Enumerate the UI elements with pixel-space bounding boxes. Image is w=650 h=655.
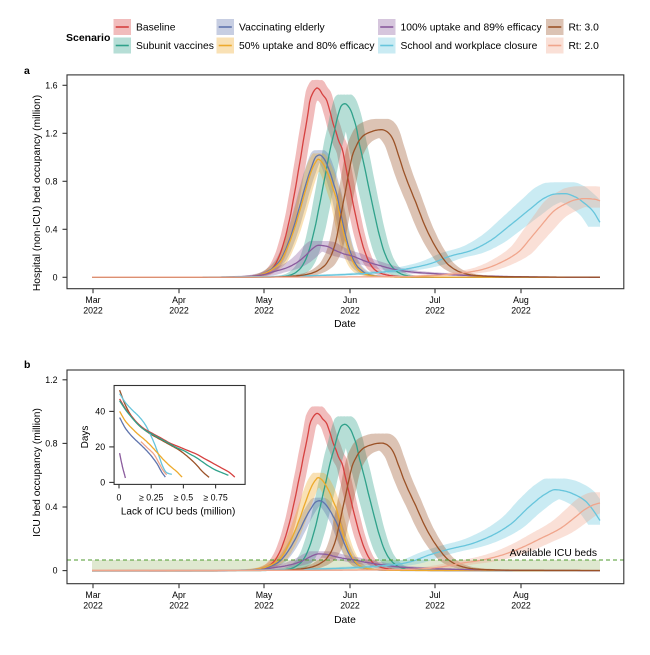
svg-text:0: 0 (53, 272, 58, 282)
svg-text:2022: 2022 (83, 305, 103, 315)
svg-text:Jul: Jul (429, 295, 440, 305)
svg-text:≥ 0.25: ≥ 0.25 (139, 492, 164, 502)
svg-text:Scenario: Scenario (66, 32, 110, 44)
svg-text:≥ 0.75: ≥ 0.75 (203, 492, 228, 502)
svg-text:Rt: 3.0: Rt: 3.0 (569, 23, 600, 34)
svg-text:0.4: 0.4 (45, 502, 57, 512)
svg-text:Subunit vaccines: Subunit vaccines (136, 41, 214, 52)
svg-text:May: May (256, 295, 273, 305)
svg-text:2022: 2022 (511, 600, 531, 610)
svg-text:May: May (256, 590, 273, 600)
svg-text:Days: Days (80, 426, 91, 449)
svg-text:2022: 2022 (425, 305, 445, 315)
svg-text:0: 0 (100, 477, 105, 487)
svg-text:School and workplace closure: School and workplace closure (401, 41, 538, 52)
svg-text:Apr: Apr (172, 295, 186, 305)
svg-text:0: 0 (117, 492, 122, 502)
svg-text:b: b (24, 359, 30, 371)
svg-text:0: 0 (53, 566, 58, 576)
svg-text:ICU bed occupancy (million): ICU bed occupancy (million) (32, 408, 43, 537)
svg-text:≥ 0.5: ≥ 0.5 (174, 492, 194, 502)
svg-text:2022: 2022 (340, 600, 360, 610)
svg-text:20: 20 (95, 442, 105, 452)
svg-text:Baseline: Baseline (136, 23, 176, 34)
svg-text:Vaccinating elderly: Vaccinating elderly (239, 23, 326, 34)
svg-text:2022: 2022 (254, 600, 274, 610)
svg-text:a: a (24, 65, 30, 77)
svg-text:Date: Date (334, 319, 356, 330)
svg-text:2022: 2022 (169, 600, 189, 610)
svg-text:Jun: Jun (343, 590, 357, 600)
svg-text:50% uptake and 80% efficacy: 50% uptake and 80% efficacy (239, 41, 375, 52)
svg-text:40: 40 (95, 406, 105, 416)
svg-text:Aug: Aug (513, 590, 529, 600)
svg-text:2022: 2022 (511, 305, 531, 315)
svg-text:1.2: 1.2 (45, 375, 57, 385)
svg-text:Aug: Aug (513, 295, 529, 305)
svg-text:100% uptake and 89% efficacy: 100% uptake and 89% efficacy (401, 23, 543, 34)
svg-text:Lack of ICU beds (million): Lack of ICU beds (million) (121, 507, 235, 518)
svg-text:Apr: Apr (172, 590, 186, 600)
svg-text:2022: 2022 (169, 305, 189, 315)
svg-text:2022: 2022 (83, 600, 103, 610)
svg-text:Hospital (non-ICU) bed occupan: Hospital (non-ICU) bed occupancy (millio… (32, 95, 43, 291)
svg-text:Mar: Mar (85, 590, 100, 600)
svg-text:2022: 2022 (254, 305, 274, 315)
svg-text:2022: 2022 (340, 305, 360, 315)
svg-text:Available ICU beds: Available ICU beds (510, 548, 597, 559)
svg-text:0.8: 0.8 (45, 176, 57, 186)
svg-text:1.6: 1.6 (45, 80, 57, 90)
svg-text:Jun: Jun (343, 295, 357, 305)
svg-text:Date: Date (334, 615, 356, 626)
svg-text:0.8: 0.8 (45, 438, 57, 448)
svg-text:1.2: 1.2 (45, 128, 57, 138)
svg-text:2022: 2022 (425, 600, 445, 610)
svg-text:Rt: 2.0: Rt: 2.0 (569, 41, 600, 52)
svg-text:Mar: Mar (85, 295, 100, 305)
svg-text:0.4: 0.4 (45, 224, 57, 234)
svg-text:Jul: Jul (429, 590, 440, 600)
